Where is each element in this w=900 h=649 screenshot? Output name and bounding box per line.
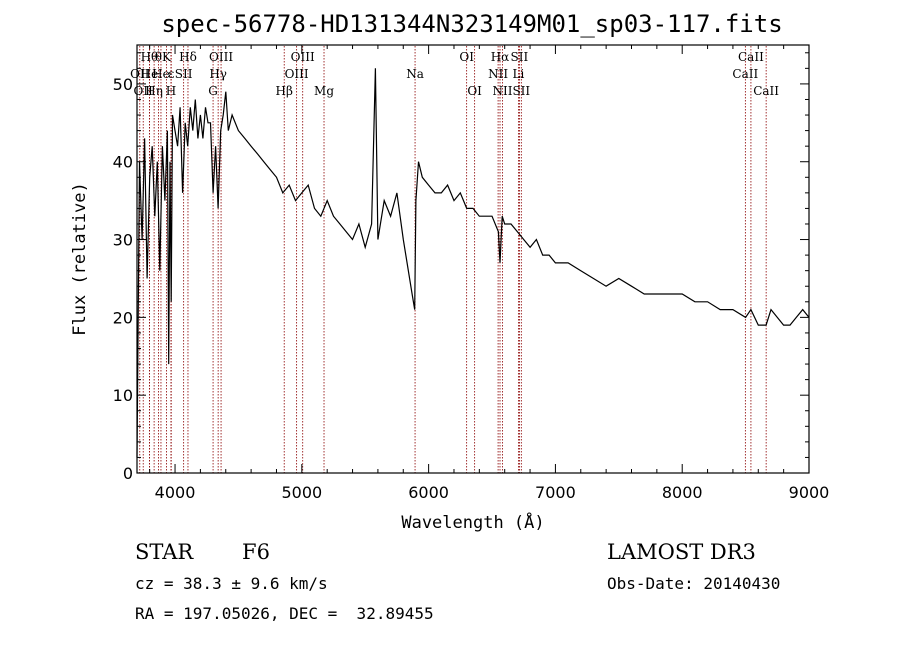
x-tick-label: 4000 [155, 483, 196, 502]
line-label-OIII: OIII [291, 50, 315, 64]
line-label-Mg: Mg [314, 84, 334, 98]
line-label-OIII: OIII [209, 50, 233, 64]
line-label-Hβ: Hβ [276, 84, 293, 98]
x-tick-label: 5000 [281, 483, 322, 502]
y-tick-label: 50 [113, 75, 133, 94]
y-tick-label: 30 [113, 231, 133, 250]
y-tick-label: 0 [123, 464, 133, 483]
line-label-G: G [208, 84, 218, 98]
spectrum-line [136, 68, 810, 458]
line-label-OI: OI [459, 50, 474, 64]
line-label-θ: θ [155, 50, 162, 64]
line-label-NII: NII [488, 67, 508, 81]
line-label-ε: ε [168, 67, 174, 81]
x-tick-label: 6000 [408, 483, 449, 502]
line-label-CaII: CaII [732, 67, 758, 81]
y-tick-label: 40 [113, 153, 133, 172]
observation-date: Obs-Date: 20140430 [607, 574, 781, 593]
line-label-He: He [152, 67, 170, 81]
line-label-Hθ: Hθ [141, 50, 159, 64]
plot-frame [136, 44, 810, 474]
line-label-Hδ: Hδ [179, 50, 197, 64]
line-label-He: He [141, 67, 159, 81]
spectrum-chart: spec-56778-HD131344N323149M01_sp03-117.f… [70, 10, 830, 533]
x-tick-label: 9000 [789, 483, 830, 502]
emission-line-markers [139, 46, 767, 473]
object-subclass: F6 [242, 540, 270, 564]
line-label-NII: NII [493, 84, 513, 98]
survey-name: LAMOST DR3 [607, 540, 756, 564]
x-tick-label: 8000 [662, 483, 703, 502]
line-label-SII: SII [512, 84, 530, 98]
line-label-Hγ: Hγ [209, 67, 227, 81]
object-class: STAR [135, 540, 194, 564]
y-tick-label: 10 [113, 386, 133, 405]
x-axis-label: Wavelength (Å) [401, 511, 544, 533]
y-axis: 0 10 20 30 40 50 [113, 52, 809, 483]
line-label-Hη: Hη [145, 84, 163, 98]
y-tick-label: 20 [113, 308, 133, 327]
emission-line-labels: OIIOIIHθHeHηθHeKεHSIIHδGHγOIIIHβOIIIOIII… [130, 50, 779, 98]
line-label-Hα: Hα [491, 50, 510, 64]
line-label-CaII: CaII [738, 50, 764, 64]
line-label-CaII: CaII [753, 84, 779, 98]
line-label-OII: OII [134, 84, 154, 98]
line-label-H: H [166, 84, 176, 98]
line-label-OIII: OIII [285, 67, 309, 81]
line-label-Na: Na [406, 67, 424, 81]
x-tick-label: 7000 [535, 483, 576, 502]
coordinates: RA = 197.05026, DEC = 32.89455 [135, 604, 434, 623]
x-axis: 4000 5000 6000 7000 8000 9000 [149, 45, 830, 502]
line-label-OI: OI [467, 84, 482, 98]
line-label-SII: SII [511, 50, 529, 64]
line-label-Li: Li [512, 67, 524, 81]
line-label-K: K [162, 50, 172, 64]
line-label-OII: OII [130, 67, 150, 81]
redshift-value: cz = 38.3 ± 9.6 km/s [135, 574, 328, 593]
line-label-SII: SII [175, 67, 193, 81]
chart-title: spec-56778-HD131344N323149M01_sp03-117.f… [161, 10, 782, 38]
y-axis-label: Flux (relative) [70, 182, 90, 336]
